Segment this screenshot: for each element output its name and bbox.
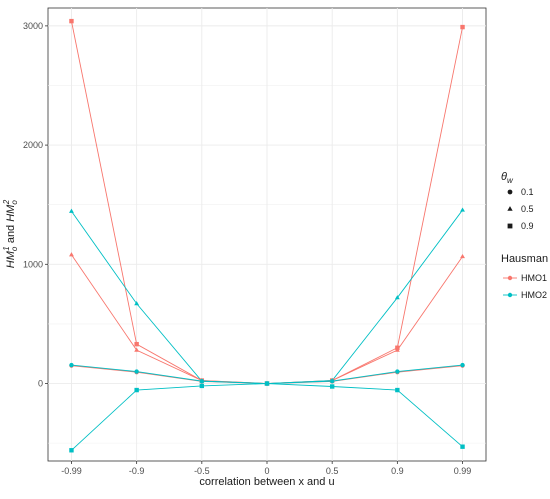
legend-point-key xyxy=(507,292,513,298)
data-point-hmo2-circle xyxy=(460,362,465,368)
shape-legend-label: 0.1 xyxy=(521,187,534,197)
x-tick-label: 0.9 xyxy=(391,466,404,476)
x-tick-label: -0.99 xyxy=(61,466,82,476)
x-tick-label: -0.5 xyxy=(194,466,210,476)
data-point-hmo2-triangle xyxy=(329,377,335,383)
y-tick-label: 0 xyxy=(38,379,43,389)
data-point-hmo1-triangle xyxy=(69,252,74,257)
x-tick-label: 0 xyxy=(264,466,269,476)
data-point-hmo1-square xyxy=(460,24,465,30)
data-point-hmo2-triangle xyxy=(69,208,74,213)
data-point-hmo1-square xyxy=(134,341,139,347)
x-axis-title: correlation between x and u xyxy=(199,476,334,488)
gridlines xyxy=(48,8,486,461)
color-legend-label: HMO2 xyxy=(521,290,547,300)
legend-point-key xyxy=(507,275,513,281)
shape-legend: θw 0.1 0.5 0.9 xyxy=(501,171,534,231)
data-point-hmo1-square xyxy=(69,18,74,24)
data-point-hmo2-triangle xyxy=(394,295,400,300)
data-point-hmo2-triangle xyxy=(134,301,140,306)
x-tick-label: 0.5 xyxy=(326,466,339,476)
y-tick-label: 2000 xyxy=(23,140,43,150)
data-point-hmo2-square xyxy=(69,448,74,453)
data-point-hmo1-triangle xyxy=(460,253,465,259)
color-legend-entries: HMO1 HMO2 xyxy=(503,273,547,300)
legend-circle-icon xyxy=(507,189,513,195)
data-point-hmo2-circle xyxy=(69,362,74,368)
data-point-hmo2-triangle xyxy=(199,378,205,383)
data-point-hmo2-circle xyxy=(134,369,139,374)
data-point-hmo2-square xyxy=(134,387,139,393)
data-point-hmo2-circle xyxy=(395,369,400,374)
data-point-hmo1-triangle xyxy=(134,347,140,352)
data-point-hmo2-square xyxy=(264,381,270,386)
series-points xyxy=(69,18,465,453)
shape-legend-entries: 0.1 0.5 0.9 xyxy=(507,187,534,231)
axes: 0 1000 2000 3000 -0.99 -0.9 -0.5 0 0.5 0.9 0.99 xyxy=(23,21,471,476)
data-point-hmo2-square xyxy=(395,387,400,393)
data-point-hmo2-triangle xyxy=(460,207,465,212)
color-legend: Hausman HMO1 HMO2 xyxy=(501,253,548,300)
color-legend-title: Hausman xyxy=(501,253,548,265)
shape-legend-title: θw xyxy=(501,171,514,185)
data-point-hmo1-square xyxy=(395,345,400,350)
shape-legend-label: 0.9 xyxy=(521,221,534,231)
legend-triangle-icon xyxy=(507,206,513,211)
data-point-hmo2-square xyxy=(199,383,205,389)
y-tick-label: 3000 xyxy=(23,21,43,31)
data-point-hmo2-square xyxy=(329,384,335,389)
data-point-hmo2-square xyxy=(460,444,465,449)
x-tick-label: -0.9 xyxy=(129,466,145,476)
shape-legend-label: 0.5 xyxy=(521,204,534,214)
y-tick-label: 1000 xyxy=(23,259,43,269)
color-legend-label: HMO1 xyxy=(521,273,547,283)
legend-square-icon xyxy=(507,223,513,229)
y-axis-title: HMo1 and HMo2 xyxy=(2,199,19,268)
x-tick-label: 0.99 xyxy=(454,466,472,476)
